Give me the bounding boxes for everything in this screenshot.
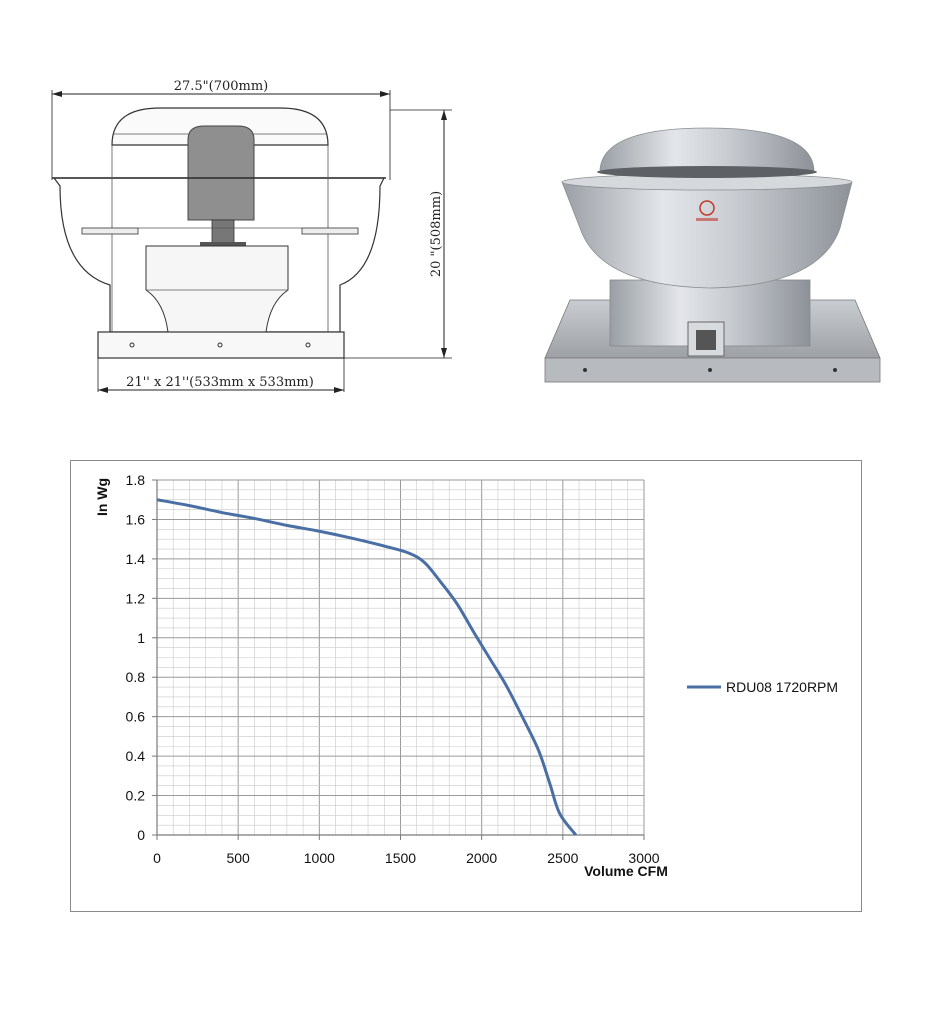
y-tick-label: 1.4 (126, 551, 146, 567)
y-tick-label: 0.6 (126, 709, 146, 725)
chart-series (156, 498, 578, 836)
x-tick-label: 500 (226, 850, 250, 866)
performance-chart-frame: 0 0.2 0.4 0.6 0.8 1 1.2 1.4 1.6 1.8 0 500 1000 1500 2… (70, 460, 862, 912)
base-dimension-label: 21'' x 21''(533mm x 533mm) (126, 375, 314, 390)
x-tick-label: 3000 (628, 850, 659, 866)
x-tick-label: 0 (153, 850, 161, 866)
chart-grid (156, 479, 645, 836)
y-tick-label: 1.8 (126, 472, 146, 488)
y-tick-label: 0 (137, 827, 145, 843)
series-line-rdu08 (156, 498, 578, 836)
dimension-drawing: 27.5"(700mm) 21'' x 21''(533mm x 533mm) … (51, 79, 452, 393)
x-tick-label: 2000 (466, 850, 497, 866)
y-tick-label: 1.6 (126, 511, 146, 527)
y-tick-label: 1 (137, 630, 145, 646)
product-photo (544, 127, 881, 383)
x-axis-title: Volume CFM (584, 863, 668, 879)
x-tick-label: 2500 (547, 850, 578, 866)
height-dimension-label: 20 "(508mm) (429, 191, 444, 277)
legend-label: RDU08 1720RPM (726, 679, 838, 695)
x-tick-label: 1500 (385, 850, 416, 866)
y-tick-label: 0.8 (126, 669, 146, 685)
x-tick-label: 1000 (304, 850, 335, 866)
x-axis-ticks: 0 500 1000 1500 2000 2500 3000 (153, 835, 660, 866)
y-tick-label: 0.4 (126, 748, 146, 764)
legend: RDU08 1720RPM (687, 679, 838, 695)
width-dimension-label: 27.5"(700mm) (174, 79, 269, 94)
y-axis-ticks: 0 0.2 0.4 0.6 0.8 1 1.2 1.4 1.6 1.8 (126, 472, 157, 843)
fan-curve-chart: 0 0.2 0.4 0.6 0.8 1 1.2 1.4 1.6 1.8 0 500 1000 1500 2… (94, 472, 838, 879)
y-axis-title: In Wg (94, 478, 110, 516)
y-tick-label: 1.2 (126, 590, 146, 606)
y-tick-label: 0.2 (126, 788, 146, 804)
